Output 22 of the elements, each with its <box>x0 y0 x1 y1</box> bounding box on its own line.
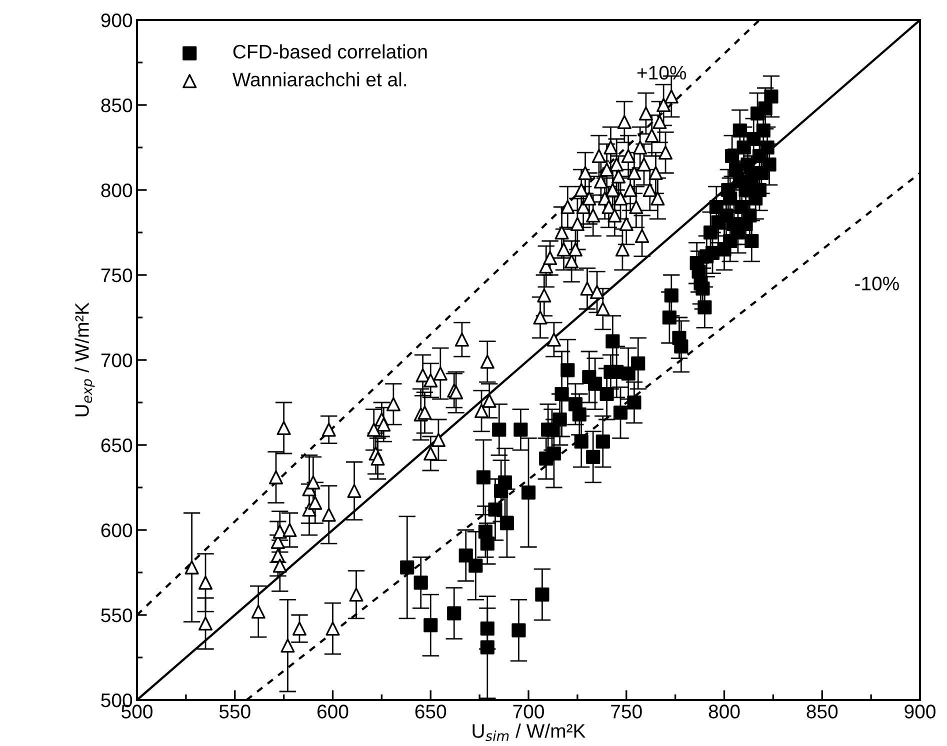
y-tick-label: 800 <box>101 183 132 198</box>
legend-label: CFD-based correlation <box>233 44 427 59</box>
legend-label: Wanniarachchi et al. <box>232 72 406 86</box>
y-tick-label: 750 <box>101 268 132 282</box>
y-tick-label: 600 <box>101 523 132 538</box>
annotation: +10% <box>637 66 686 80</box>
x-tick-label: 800 <box>708 704 740 718</box>
x-tick-label: 700 <box>513 704 544 718</box>
x-axis-title: U$_{sim}$ / W/m²K <box>472 724 586 742</box>
y-tick-label: 650 <box>101 438 132 452</box>
y-axis-title: U$_{exp}$ / W/m²K <box>74 302 95 416</box>
x-tick-label: 850 <box>806 704 838 718</box>
x-tick-label: 650 <box>415 704 446 718</box>
annotation: -10% <box>855 276 899 290</box>
y-tick-label: 850 <box>101 98 132 112</box>
x-tick-label: 600 <box>318 704 348 718</box>
y-tick-label: 700 <box>101 353 132 368</box>
y-tick-label: 900 <box>101 13 132 28</box>
x-tick-label: 550 <box>219 704 250 718</box>
x-tick-label: 900 <box>904 704 936 718</box>
x-tick-label: 750 <box>611 704 642 718</box>
y-tick-label: 550 <box>101 608 132 622</box>
